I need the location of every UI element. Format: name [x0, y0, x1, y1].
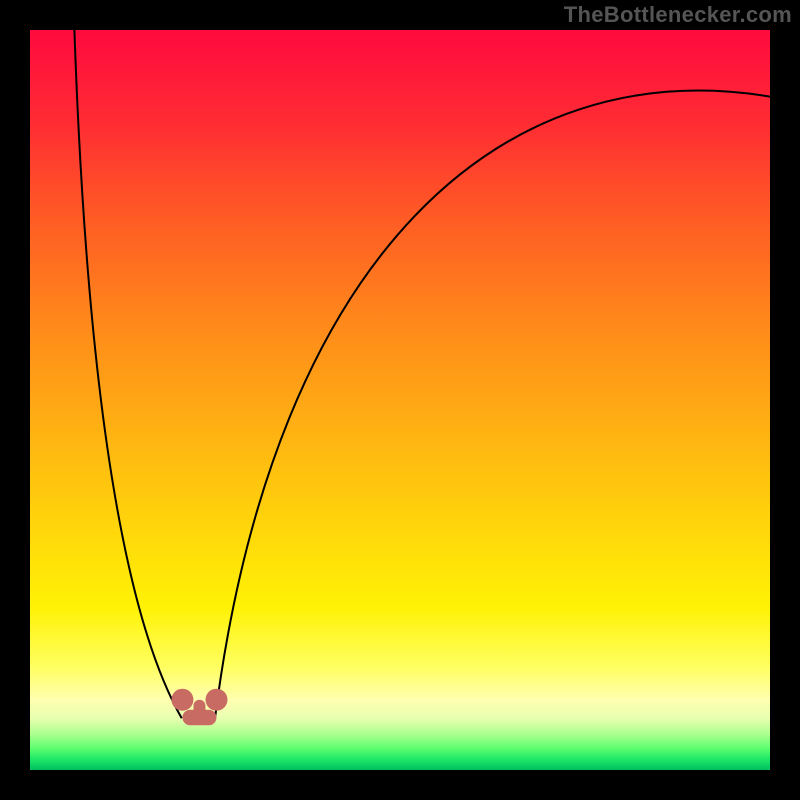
watermark-text: TheBottlenecker.com: [564, 2, 792, 28]
bottleneck-chart: [0, 0, 800, 800]
plot-area: [30, 30, 770, 770]
